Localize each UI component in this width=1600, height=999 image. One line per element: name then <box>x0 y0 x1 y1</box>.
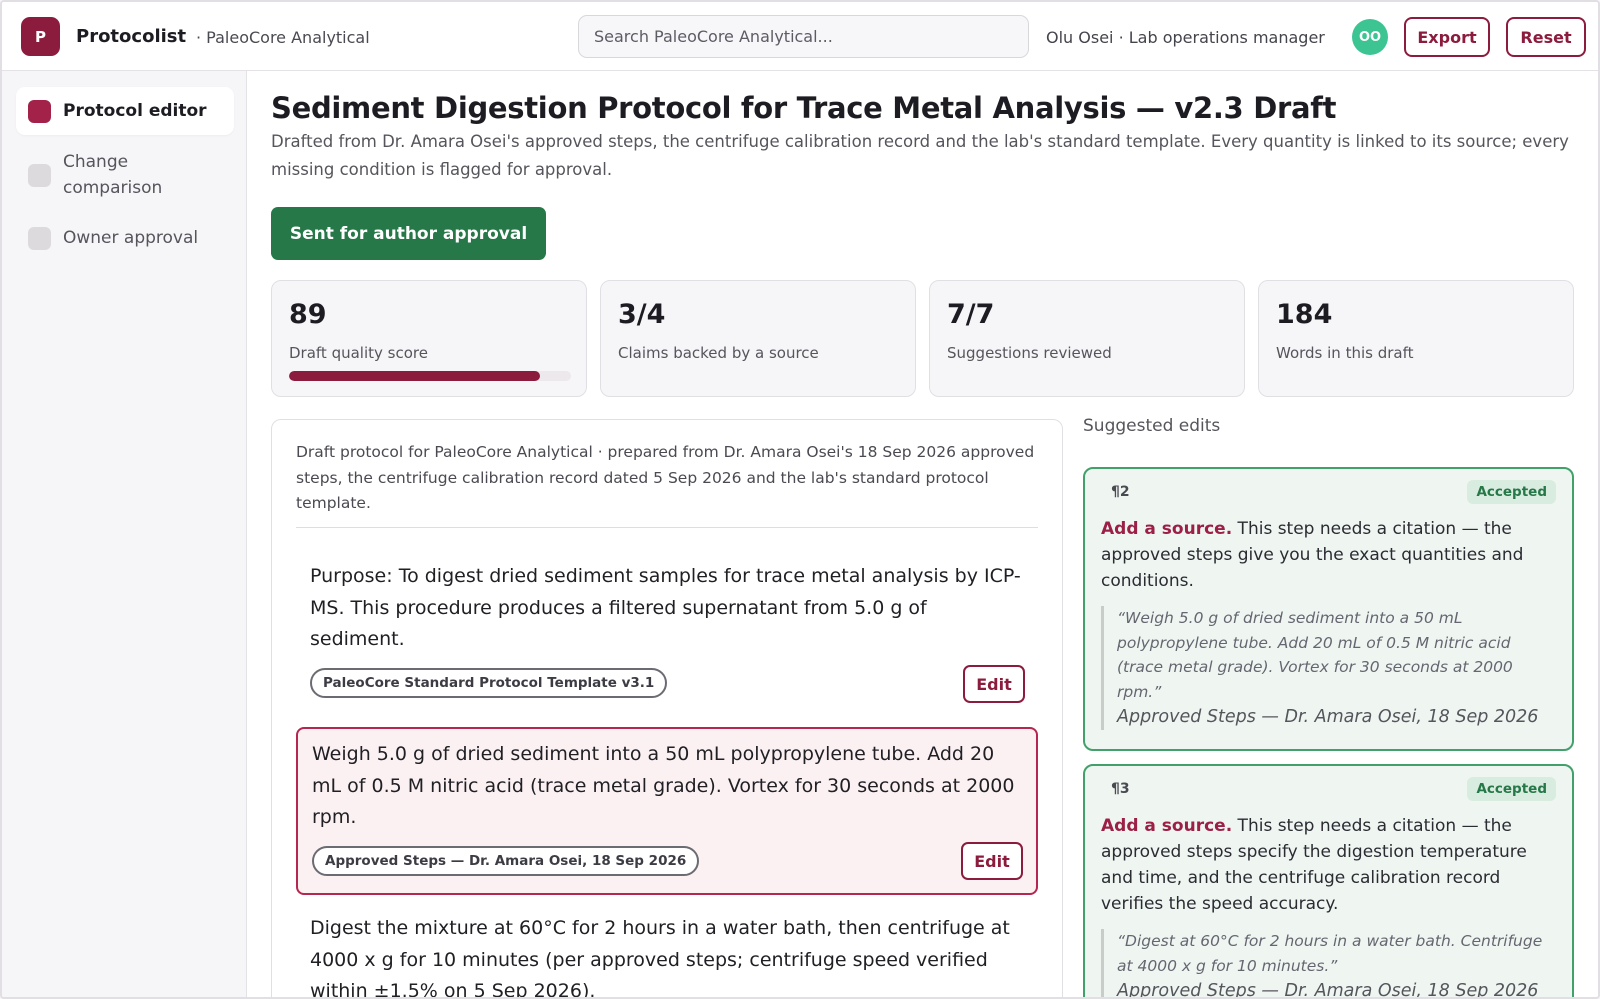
edit-button[interactable]: Edit <box>963 665 1025 703</box>
paragraph-purpose[interactable]: Purpose: To digest dried sediment sample… <box>296 551 1038 721</box>
suggestion-card[interactable]: ¶2 Accepted Add a source. This step need… <box>1083 467 1574 751</box>
suggestion-body: This step needs a citation — the approve… <box>1101 519 1524 591</box>
stat-card-claims: 3/4 Claims backed by a source <box>600 280 916 397</box>
protocol-document: Draft protocol for PaleoCore Analytical … <box>271 419 1063 999</box>
stat-value: 3/4 <box>618 299 666 330</box>
stat-card-suggestions: 7/7 Suggestions reviewed <box>929 280 1245 397</box>
stat-value: 7/7 <box>947 299 995 330</box>
accepted-badge: Accepted <box>1467 480 1556 504</box>
sidebar-item-protocol-editor[interactable]: Protocol editor <box>16 87 234 135</box>
quote-citation: Approved Steps — Dr. Amara Osei, 18 Sep … <box>1117 981 1539 999</box>
top-bar: P Protocolist · PaleoCore Analytical Olu… <box>2 2 1598 71</box>
source-chip[interactable]: Approved Steps — Dr. Amara Osei, 18 Sep … <box>312 845 700 876</box>
divider <box>296 527 1038 528</box>
reset-button[interactable]: Reset <box>1506 17 1586 57</box>
stat-value: 89 <box>289 299 327 330</box>
stat-card-quality: 89 Draft quality score <box>271 280 587 397</box>
suggestion-action: Add a source. <box>1101 816 1233 836</box>
quote-text: “Digest at 60°C for 2 hours in a water b… <box>1117 932 1543 975</box>
sidebar: Protocol editor Change comparison Owner … <box>2 71 247 997</box>
app-logo[interactable]: P <box>21 17 60 56</box>
stat-label: Words in this draft <box>1276 344 1414 362</box>
sidebar-item-label: Owner approval <box>63 228 199 248</box>
main-content: Sediment Digestion Protocol for Trace Me… <box>248 71 1598 999</box>
paragraph-text: Digest the mixture at 60°C for 2 hours i… <box>310 917 1010 999</box>
sidebar-item-change-comparison[interactable]: Change comparison <box>16 147 234 203</box>
paragraph-weigh[interactable]: Weigh 5.0 g of dried sediment into a 50 … <box>296 727 1038 895</box>
protocol-editor-icon <box>28 100 51 123</box>
source-chip[interactable]: PaleoCore Standard Protocol Template v3.… <box>310 667 668 698</box>
quality-progress-bar <box>289 371 571 381</box>
sidebar-item-label: Change comparison <box>63 152 163 198</box>
paragraph-text: Weigh 5.0 g of dried sediment into a 50 … <box>312 743 1015 828</box>
author-approval-status-button[interactable]: Sent for author approval <box>271 207 546 260</box>
sidebar-item-owner-approval[interactable]: Owner approval <box>16 223 234 263</box>
change-comparison-icon <box>28 164 51 187</box>
stat-label: Claims backed by a source <box>618 344 819 362</box>
suggested-edits-heading: Suggested edits <box>1083 416 1221 436</box>
paragraph-text: Purpose: To digest dried sediment sample… <box>310 565 1021 650</box>
page-title: Sediment Digestion Protocol for Trace Me… <box>271 91 1337 125</box>
org-name: · PaleoCore Analytical <box>196 28 370 47</box>
sidebar-item-label: Protocol editor <box>63 101 207 121</box>
export-button[interactable]: Export <box>1404 17 1490 57</box>
page-subtitle: Drafted from Dr. Amara Osei's approved s… <box>271 132 1569 179</box>
paragraph-ref: ¶3 <box>1111 781 1130 797</box>
suggestion-quote: “Digest at 60°C for 2 hours in a water b… <box>1101 929 1556 999</box>
paragraph-digest[interactable]: Digest the mixture at 60°C for 2 hours i… <box>296 903 1038 999</box>
suggestion-text: Add a source. This step needs a citation… <box>1101 813 1556 917</box>
edit-button[interactable]: Edit <box>961 842 1023 880</box>
stat-value: 184 <box>1276 299 1333 330</box>
quote-text: “Weigh 5.0 g of dried sediment into a 50… <box>1117 609 1513 701</box>
accepted-badge: Accepted <box>1467 777 1556 801</box>
paragraph-ref: ¶2 <box>1111 484 1130 500</box>
document-intro: Draft protocol for PaleoCore Analytical … <box>296 443 1035 512</box>
quote-citation: Approved Steps — Dr. Amara Osei, 18 Sep … <box>1117 707 1539 727</box>
stat-card-words: 184 Words in this draft <box>1258 280 1574 397</box>
suggestion-action: Add a source. <box>1101 519 1233 539</box>
stat-label: Suggestions reviewed <box>947 344 1112 362</box>
owner-approval-icon <box>28 227 51 250</box>
quality-progress-fill <box>289 371 540 381</box>
user-meta: Olu Osei · Lab operations manager <box>1046 28 1325 47</box>
suggestion-card[interactable]: ¶3 Accepted Add a source. This step need… <box>1083 764 1574 999</box>
stat-label: Draft quality score <box>289 344 428 362</box>
search-input[interactable] <box>578 15 1029 58</box>
suggestion-text: Add a source. This step needs a citation… <box>1101 516 1556 594</box>
avatar[interactable]: OO <box>1352 19 1388 55</box>
app-name: Protocolist <box>76 26 187 47</box>
suggestion-quote: “Weigh 5.0 g of dried sediment into a 50… <box>1101 606 1556 730</box>
suggestion-body: This step needs a citation — the approve… <box>1101 816 1527 914</box>
